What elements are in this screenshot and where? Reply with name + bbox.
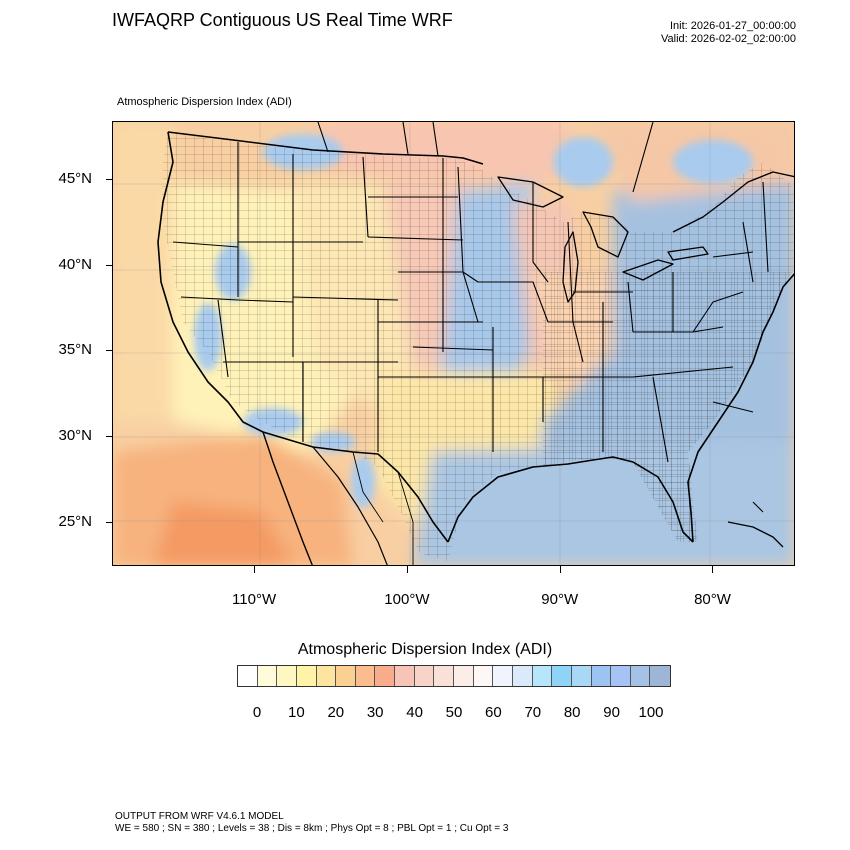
latitude-tick bbox=[106, 350, 112, 352]
boundaries bbox=[157, 122, 794, 565]
field-label: Atmospheric Dispersion Index (ADI) bbox=[117, 96, 292, 108]
colorbar-tick-label: 0 bbox=[252, 704, 262, 721]
colorbar-swatch bbox=[336, 666, 356, 686]
colorbar-tick-label: 90 bbox=[603, 704, 620, 721]
longitude-tick bbox=[712, 566, 714, 573]
colorbar-swatch bbox=[650, 666, 671, 686]
page-title: IWFAQRP Contiguous US Real Time WRF bbox=[112, 10, 453, 30]
colorbar-swatch bbox=[532, 666, 553, 686]
colorbar-swatch bbox=[238, 666, 258, 686]
longitude-label: 90°W bbox=[541, 591, 579, 608]
latitude-label: 30°N bbox=[58, 426, 92, 444]
adi-map bbox=[113, 122, 794, 565]
colorbar-swatch bbox=[414, 666, 435, 686]
colorbar-swatch bbox=[296, 666, 317, 686]
colorbar-swatch bbox=[571, 666, 592, 686]
colorbar-swatch bbox=[512, 666, 533, 686]
colorbar-swatch bbox=[257, 666, 278, 686]
colorbar-swatch bbox=[395, 666, 415, 686]
colorbar-tick-label: 10 bbox=[288, 704, 305, 721]
longitude-label: 100°W bbox=[384, 591, 430, 608]
longitude-label: 80°W bbox=[694, 591, 731, 608]
colorbar-tick-label: 30 bbox=[366, 704, 384, 721]
colorbar-swatch bbox=[591, 666, 612, 686]
longitude-tick bbox=[406, 566, 408, 573]
longitude-tick bbox=[254, 566, 256, 573]
colorbar-tick-label: 50 bbox=[445, 704, 463, 721]
latitude-tick bbox=[106, 264, 112, 266]
colorbar-swatch bbox=[473, 666, 494, 686]
colorbar-swatch bbox=[552, 666, 572, 686]
colorbar-tick-label: 60 bbox=[485, 704, 502, 721]
latitude-tick bbox=[106, 179, 112, 181]
colorbar-tick-label: 80 bbox=[563, 704, 581, 721]
colorbar bbox=[237, 665, 671, 687]
valid-time: Valid: 2026-02-02_02:00:00 bbox=[661, 33, 796, 45]
colorbar-title: Atmospheric Dispersion Index (ADI) bbox=[297, 641, 553, 658]
latitude-label: 35°N bbox=[58, 341, 92, 359]
colorbar-swatch bbox=[493, 666, 513, 686]
colorbar-swatch bbox=[277, 666, 297, 686]
longitude-tick bbox=[559, 566, 561, 573]
colorbar-tick-label: 100 bbox=[638, 704, 664, 721]
colorbar-swatch bbox=[316, 666, 337, 686]
colorbar-swatch bbox=[630, 666, 651, 686]
latitude-label: 25°N bbox=[58, 512, 92, 530]
colorbar-tick-label: 40 bbox=[406, 704, 423, 721]
colorbar-swatch bbox=[375, 666, 396, 686]
footer-model-info: OUTPUT FROM WRF V4.6.1 MODEL bbox=[115, 811, 284, 822]
latitude-tick bbox=[106, 521, 112, 523]
footer-config-info: WE = 580 ; SN = 380 ; Levels = 38 ; Dis … bbox=[115, 823, 509, 834]
colorbar-tick-label: 20 bbox=[327, 704, 345, 721]
colorbar-tick-label: 70 bbox=[524, 704, 542, 721]
map-panel bbox=[112, 121, 795, 566]
longitude-label: 110°W bbox=[232, 591, 277, 608]
latitude-tick bbox=[106, 435, 112, 437]
init-time: Init: 2026-01-27_00:00:00 bbox=[670, 20, 796, 32]
colorbar-swatch bbox=[434, 666, 455, 686]
latitude-label: 45°N bbox=[58, 170, 92, 188]
latitude-label: 40°N bbox=[58, 255, 92, 273]
colorbar-swatch bbox=[611, 666, 631, 686]
colorbar-swatch bbox=[454, 666, 474, 686]
colorbar-swatch bbox=[355, 666, 376, 686]
